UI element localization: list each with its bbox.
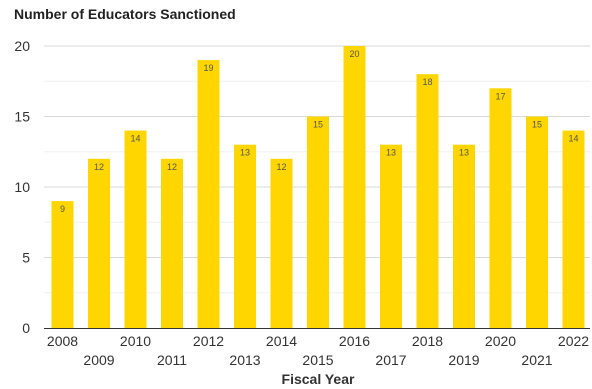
x-tick-label: 2021 [521, 352, 552, 368]
data-labels: 9 12 14 12 19 13 12 15 20 13 18 13 17 15 14 [60, 49, 579, 214]
y-tick-label: 15 [14, 109, 30, 125]
x-tick-label: 2013 [229, 352, 260, 368]
x-tick-label: 2009 [83, 352, 114, 368]
bars [51, 46, 585, 328]
y-tick-labels: 0 5 10 15 20 [14, 38, 30, 336]
x-tick-label: 2011 [157, 352, 187, 368]
x-tick-label: 2014 [266, 333, 297, 349]
data-label: 14 [568, 134, 578, 144]
bar [307, 116, 329, 328]
data-label: 17 [495, 91, 505, 101]
x-tick-label: 2012 [193, 333, 224, 349]
x-tick-labels: 2008 2009 2010 2011 2012 2013 2014 2015 2016 2017… [47, 333, 589, 368]
bar [234, 144, 256, 328]
data-label: 20 [349, 49, 359, 59]
data-label: 14 [130, 134, 140, 144]
data-label: 12 [276, 162, 286, 172]
chart-title: Number of Educators Sanctioned [14, 6, 236, 22]
data-label: 15 [532, 120, 542, 130]
x-tick-label: 2017 [375, 352, 406, 368]
bar [489, 88, 512, 328]
bar [88, 158, 110, 328]
x-tick-label: 2016 [339, 333, 370, 349]
x-tick-label: 2010 [120, 333, 151, 349]
y-tick-label: 10 [14, 179, 30, 195]
y-tick-label: 0 [22, 320, 30, 336]
x-tick-label: 2008 [47, 333, 78, 349]
x-tick-label: 2015 [302, 352, 333, 368]
bar [343, 46, 366, 328]
x-axis-title: Fiscal Year [282, 371, 355, 387]
data-label: 13 [386, 148, 396, 158]
bar [161, 158, 183, 328]
y-tick-label: 5 [22, 250, 30, 266]
data-label: 18 [422, 77, 432, 87]
bar [380, 144, 402, 328]
x-tick-label: 2022 [558, 333, 589, 349]
bar [453, 144, 475, 328]
data-label: 19 [203, 63, 213, 73]
data-label: 12 [94, 162, 104, 172]
data-label: 15 [313, 120, 323, 130]
data-label: 13 [240, 148, 250, 158]
bar [270, 158, 293, 328]
bar [526, 116, 548, 328]
data-label: 12 [167, 162, 177, 172]
bar [416, 74, 439, 328]
x-tick-label: 2018 [412, 333, 443, 349]
bar [562, 130, 585, 328]
data-label: 13 [459, 148, 469, 158]
x-tick-label: 2019 [448, 352, 479, 368]
bar [197, 60, 220, 328]
x-tick-label: 2020 [485, 333, 516, 349]
y-tick-label: 20 [14, 38, 30, 54]
data-label: 9 [60, 204, 65, 214]
bar [124, 130, 147, 328]
bar [51, 201, 74, 328]
